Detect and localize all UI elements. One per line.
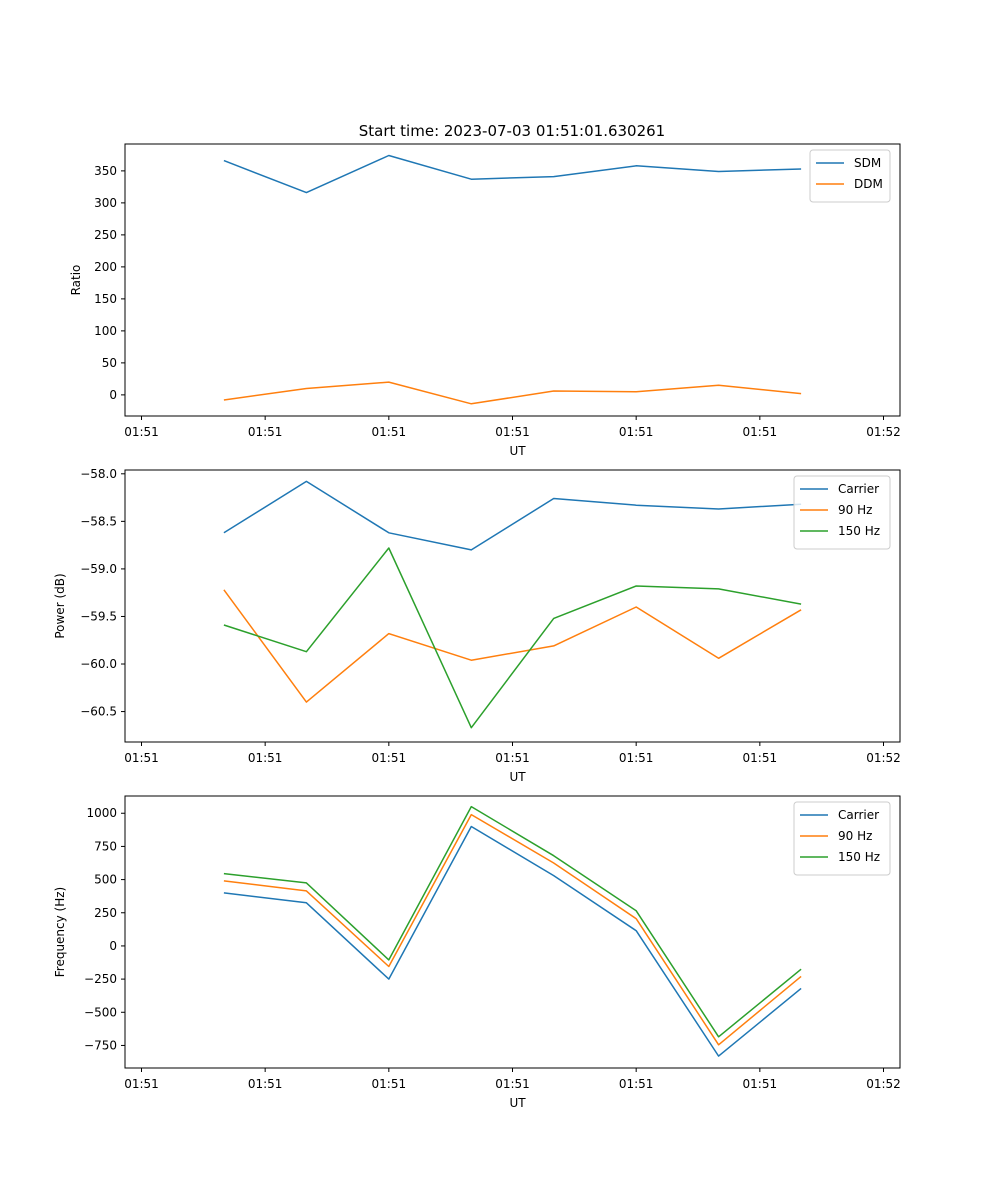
y-tick-label: 50 xyxy=(102,356,117,370)
x-tick-label: 01:51 xyxy=(372,1077,407,1091)
x-axis-label: UT xyxy=(509,770,526,784)
x-tick-label: 01:51 xyxy=(495,751,530,765)
legend-label: SDM xyxy=(854,156,881,170)
y-tick-label: 1000 xyxy=(86,806,117,820)
y-axis-label: Power (dB) xyxy=(53,573,67,638)
y-tick-label: 0 xyxy=(109,939,117,953)
legend-label: 90 Hz xyxy=(838,503,872,517)
y-tick-label: −59.0 xyxy=(80,562,117,576)
x-tick-label: 01:51 xyxy=(372,425,407,439)
legend-label: 150 Hz xyxy=(838,524,880,538)
legend-label: DDM xyxy=(854,177,883,191)
x-tick-label: 01:52 xyxy=(866,425,901,439)
y-tick-label: 300 xyxy=(94,196,117,210)
legend-label: Carrier xyxy=(838,482,879,496)
y-tick-label: 350 xyxy=(94,164,117,178)
x-tick-label: 01:51 xyxy=(743,425,778,439)
y-tick-label: −750 xyxy=(84,1038,117,1052)
y-tick-label: 250 xyxy=(94,228,117,242)
series-line-carrier xyxy=(223,825,802,1057)
y-axis-label: Frequency (Hz) xyxy=(53,887,67,978)
chart-title: Start time: 2023-07-03 01:51:01.630261 xyxy=(359,122,665,140)
y-tick-label: −60.5 xyxy=(80,705,117,719)
x-tick-label: 01:51 xyxy=(124,751,159,765)
x-tick-label: 01:51 xyxy=(124,425,159,439)
x-tick-label: 01:51 xyxy=(619,425,654,439)
x-tick-label: 01:52 xyxy=(866,751,901,765)
x-axis-label: UT xyxy=(509,444,526,458)
x-tick-label: 01:51 xyxy=(495,1077,530,1091)
x-tick-label: 01:52 xyxy=(866,1077,901,1091)
x-tick-label: 01:51 xyxy=(743,1077,778,1091)
y-tick-label: 500 xyxy=(94,873,117,887)
y-tick-label: −59.5 xyxy=(80,609,117,623)
x-tick-label: 01:51 xyxy=(619,751,654,765)
x-tick-label: 01:51 xyxy=(619,1077,654,1091)
legend-label: 150 Hz xyxy=(838,850,880,864)
series-line-150-hz xyxy=(223,805,802,1038)
y-tick-label: 100 xyxy=(94,324,117,338)
series-line-sdm xyxy=(223,154,802,194)
series-line-90-hz xyxy=(223,589,802,703)
y-axis-label: Ratio xyxy=(69,265,83,296)
y-tick-label: −60.0 xyxy=(80,657,117,671)
legend-label: Carrier xyxy=(838,808,879,822)
x-tick-label: 01:51 xyxy=(124,1077,159,1091)
series-line-90-hz xyxy=(223,813,802,1046)
x-axis-label: UT xyxy=(509,1096,526,1110)
x-tick-label: 01:51 xyxy=(248,751,283,765)
y-tick-label: 200 xyxy=(94,260,117,274)
y-tick-label: 0 xyxy=(109,388,117,402)
y-tick-label: −250 xyxy=(84,972,117,986)
series-line-ddm xyxy=(223,381,802,405)
x-tick-label: 01:51 xyxy=(495,425,530,439)
x-tick-label: 01:51 xyxy=(743,751,778,765)
series-line-150-hz xyxy=(223,547,802,729)
legend-label: 90 Hz xyxy=(838,829,872,843)
y-tick-label: −58.0 xyxy=(80,467,117,481)
y-tick-label: −500 xyxy=(84,1005,117,1019)
y-tick-label: 150 xyxy=(94,292,117,306)
x-tick-label: 01:51 xyxy=(248,1077,283,1091)
y-tick-label: −58.5 xyxy=(80,514,117,528)
y-tick-label: 250 xyxy=(94,906,117,920)
x-tick-label: 01:51 xyxy=(248,425,283,439)
x-tick-label: 01:51 xyxy=(372,751,407,765)
y-tick-label: 750 xyxy=(94,839,117,853)
series-line-carrier xyxy=(223,480,802,551)
